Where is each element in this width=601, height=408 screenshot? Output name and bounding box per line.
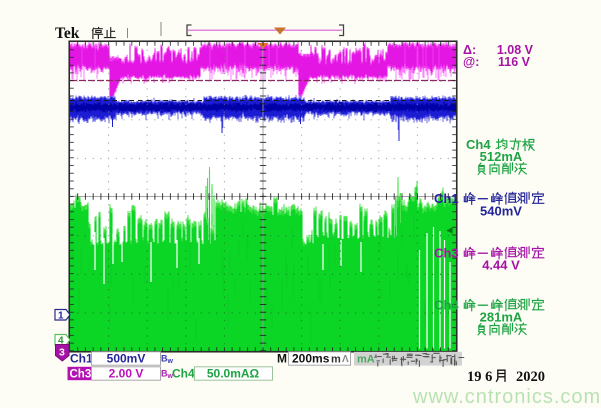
svg-text:540mV: 540mV: [480, 204, 522, 219]
svg-text:1.08 V: 1.08 V: [497, 43, 534, 57]
svg-text:w: w: [167, 373, 174, 380]
svg-text:Ch4: Ch4: [172, 367, 195, 381]
svg-text:4.44 V: 4.44 V: [482, 258, 520, 273]
svg-text:116 V: 116 V: [498, 55, 531, 69]
svg-text:281mA: 281mA: [480, 310, 523, 325]
svg-text:M: M: [277, 352, 287, 366]
svg-text:Ch1: Ch1: [70, 352, 93, 366]
svg-text:Δ:: Δ:: [463, 43, 476, 57]
svg-text:1: 1: [58, 311, 64, 322]
svg-text:Ch4: Ch4: [466, 137, 491, 152]
svg-text:mA: mA: [357, 354, 375, 366]
svg-text:Ch1: Ch1: [434, 191, 459, 206]
svg-text:m: m: [331, 354, 341, 366]
svg-text:B: B: [161, 369, 168, 379]
svg-text:200ms: 200ms: [292, 352, 330, 366]
svg-text:@:: @:: [463, 55, 479, 69]
svg-text:w: w: [167, 358, 174, 365]
svg-text:3: 3: [59, 347, 65, 359]
svg-text:www.cntronics.com: www.cntronics.com: [412, 386, 601, 408]
svg-text:512mA: 512mA: [480, 149, 523, 164]
svg-text:2020: 2020: [516, 369, 545, 385]
svg-text:Ch3: Ch3: [434, 246, 459, 261]
svg-text:50.0mAΩ: 50.0mAΩ: [207, 367, 260, 381]
svg-text:B: B: [161, 354, 168, 364]
svg-text:500mV: 500mV: [107, 352, 146, 366]
svg-text:Tek: Tek: [55, 25, 80, 42]
svg-text:Λ: Λ: [342, 354, 349, 365]
svg-text:Ch4: Ch4: [434, 298, 459, 313]
svg-text:Ch3: Ch3: [70, 369, 92, 381]
svg-text:2.00 V: 2.00 V: [109, 367, 144, 381]
svg-text:19 6: 19 6: [467, 369, 492, 385]
svg-text:4: 4: [58, 336, 64, 347]
